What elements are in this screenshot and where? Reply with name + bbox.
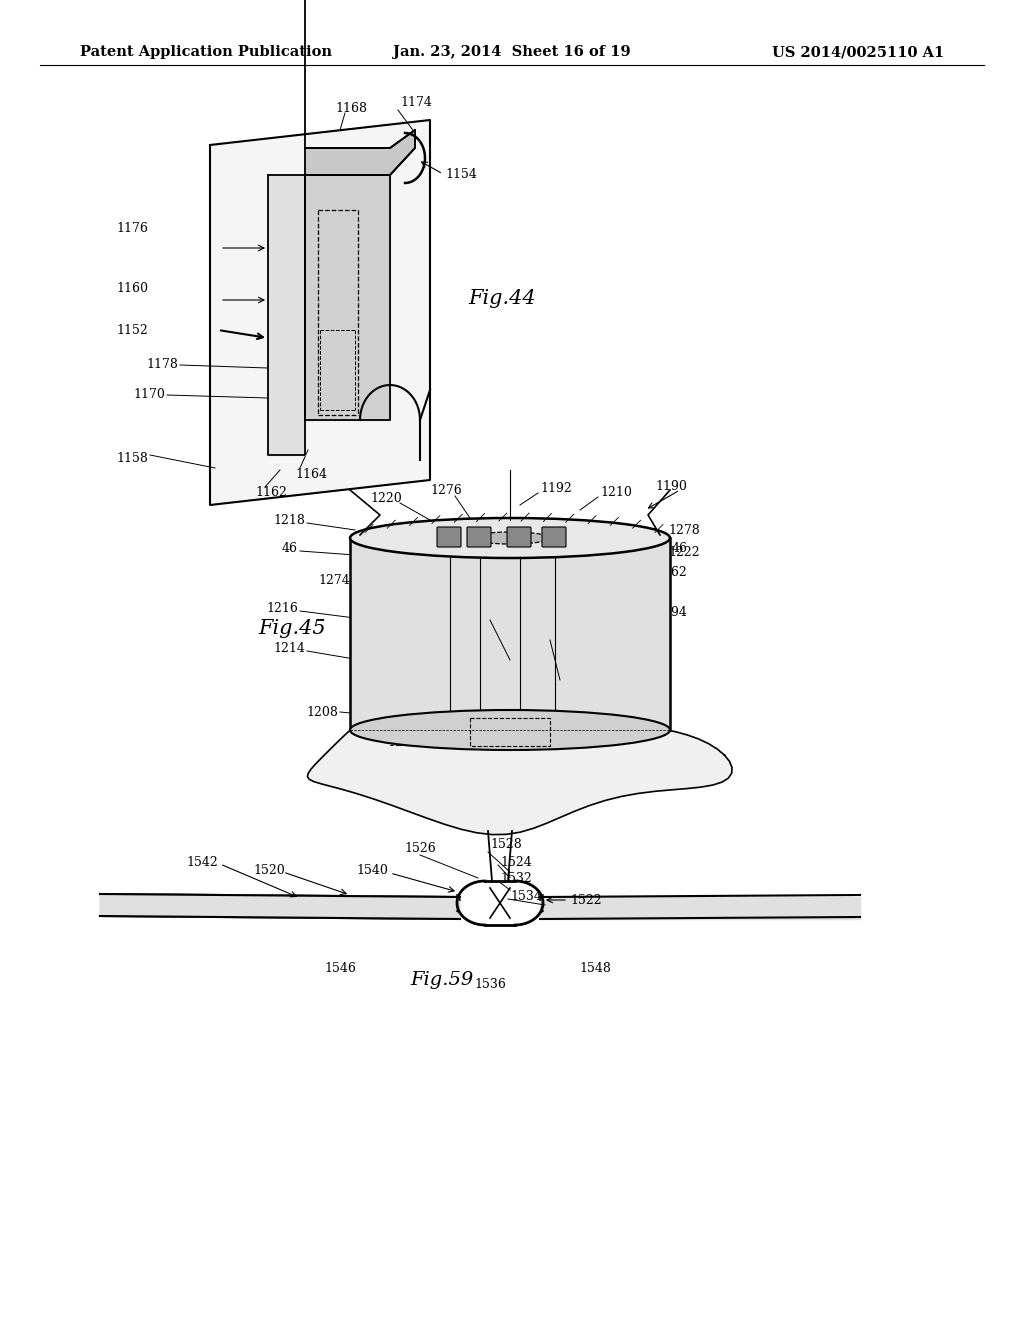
Text: 1522: 1522 (570, 894, 602, 907)
Text: Jan. 23, 2014  Sheet 16 of 19: Jan. 23, 2014 Sheet 16 of 19 (393, 45, 631, 59)
FancyBboxPatch shape (507, 527, 531, 546)
Text: 46: 46 (282, 541, 298, 554)
Ellipse shape (350, 517, 670, 558)
Text: 1520: 1520 (253, 863, 285, 876)
Polygon shape (305, 176, 390, 420)
Text: Fig.44: Fig.44 (468, 289, 536, 308)
Text: 1280: 1280 (518, 591, 550, 605)
Text: Fig.59: Fig.59 (410, 972, 473, 989)
Polygon shape (210, 120, 430, 506)
Text: 1534: 1534 (510, 890, 542, 903)
Text: 1194: 1194 (655, 606, 687, 619)
Text: 1276: 1276 (430, 483, 462, 496)
Text: 1262: 1262 (655, 565, 687, 578)
Text: 1526: 1526 (404, 842, 436, 854)
Text: 1208: 1208 (306, 705, 338, 718)
Polygon shape (305, 129, 415, 176)
Ellipse shape (470, 532, 550, 544)
Text: 1192: 1192 (540, 482, 571, 495)
Text: 1218: 1218 (273, 513, 305, 527)
Text: 1176: 1176 (116, 222, 148, 235)
Polygon shape (350, 539, 670, 730)
Text: Fig.45: Fig.45 (258, 619, 326, 638)
Text: 1216: 1216 (266, 602, 298, 615)
Polygon shape (268, 176, 305, 455)
Text: 1540: 1540 (356, 863, 388, 876)
Text: 1532: 1532 (500, 871, 531, 884)
FancyBboxPatch shape (437, 527, 461, 546)
Text: 1198: 1198 (397, 722, 429, 734)
Text: 1202: 1202 (387, 735, 419, 748)
Text: 1542: 1542 (186, 855, 218, 869)
Text: Patent Application Publication: Patent Application Publication (80, 45, 332, 59)
Text: 1170: 1170 (133, 388, 165, 401)
Polygon shape (307, 676, 732, 834)
Text: 1152: 1152 (117, 323, 148, 337)
Text: 1162: 1162 (255, 486, 287, 499)
Polygon shape (540, 898, 860, 919)
Text: 1536: 1536 (474, 978, 506, 991)
Text: 1214: 1214 (273, 642, 305, 655)
Text: 1548: 1548 (579, 961, 611, 974)
Text: 1210: 1210 (600, 486, 632, 499)
Text: 1160: 1160 (116, 281, 148, 294)
Ellipse shape (350, 710, 670, 750)
Text: 1192: 1192 (522, 735, 554, 748)
Text: US 2014/0025110 A1: US 2014/0025110 A1 (772, 45, 944, 59)
Text: 1164: 1164 (295, 469, 327, 482)
FancyBboxPatch shape (542, 527, 566, 546)
Text: 1278: 1278 (668, 524, 699, 536)
Polygon shape (100, 894, 460, 919)
Text: 1274: 1274 (318, 573, 350, 586)
Text: 1190: 1190 (655, 479, 687, 492)
Text: 1546: 1546 (324, 961, 356, 974)
Text: 1524: 1524 (500, 855, 531, 869)
Text: 1174: 1174 (400, 96, 432, 110)
Text: 1266: 1266 (453, 591, 485, 605)
Bar (470, 718, 550, 746)
Text: 1154: 1154 (445, 169, 477, 181)
Text: 1168: 1168 (335, 102, 367, 115)
Text: 46: 46 (672, 541, 688, 554)
Text: 1224: 1224 (510, 722, 542, 734)
Text: 1222: 1222 (668, 545, 699, 558)
Text: 1528: 1528 (490, 838, 522, 851)
Text: 1158: 1158 (116, 451, 148, 465)
Text: 1260: 1260 (610, 644, 642, 656)
FancyBboxPatch shape (467, 527, 490, 546)
Text: 1178: 1178 (146, 359, 178, 371)
Text: 1220: 1220 (370, 491, 401, 504)
